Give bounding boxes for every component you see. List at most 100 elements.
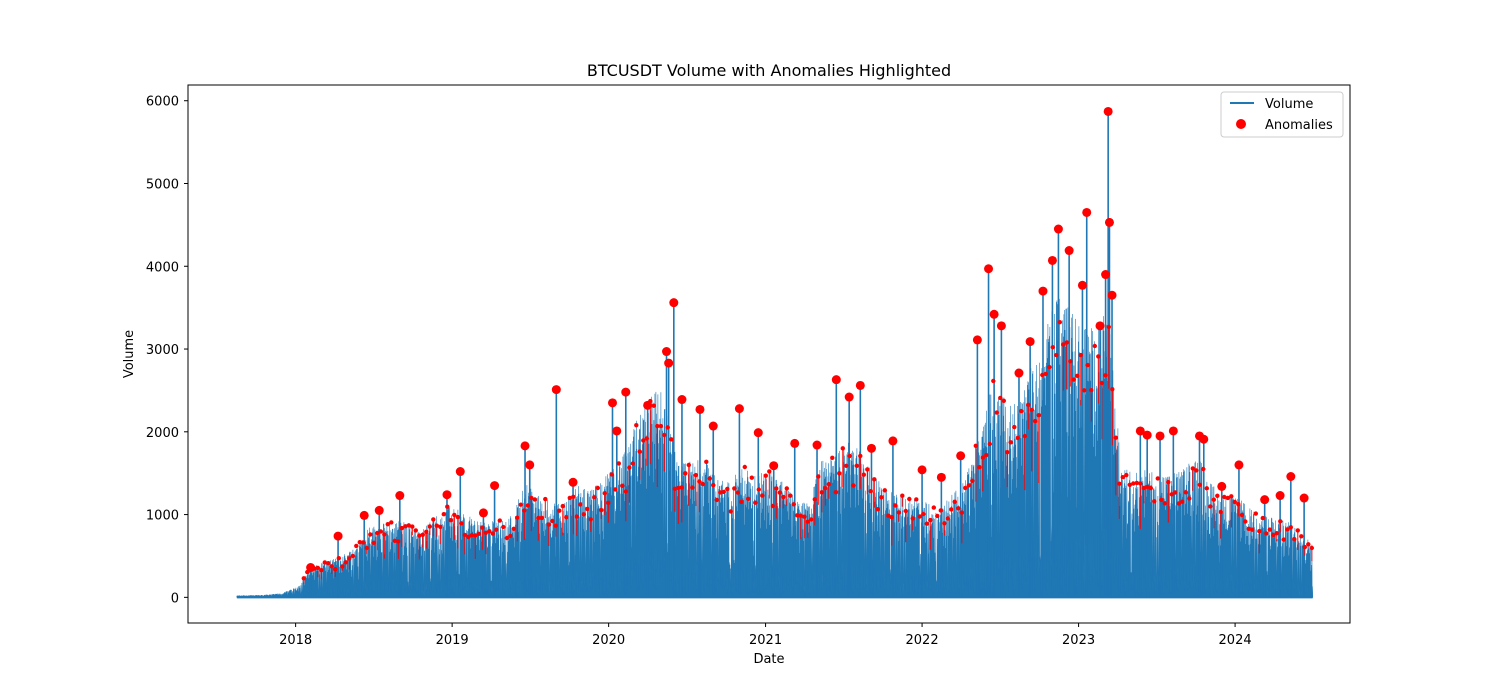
anomaly-edge-point bbox=[595, 485, 600, 491]
x-tick-label: 2019 bbox=[436, 633, 469, 648]
anomaly-edge-point bbox=[795, 513, 800, 518]
anomaly-edge-point bbox=[777, 490, 782, 495]
anomaly-edge-point bbox=[494, 527, 499, 532]
anomaly-edge-point bbox=[1019, 408, 1024, 414]
anomaly-edge-point bbox=[945, 516, 950, 521]
anomaly-edge-point bbox=[441, 512, 446, 517]
anomaly-edge-point bbox=[931, 505, 936, 510]
anomaly-edge-point bbox=[1246, 526, 1252, 531]
y-axis: 0 1000 2000 3000 4000 5000 6000 bbox=[146, 95, 188, 606]
anomaly-edge-point bbox=[1222, 494, 1227, 500]
anomaly-point bbox=[662, 347, 672, 357]
anomaly-point bbox=[888, 436, 898, 446]
anomaly-point bbox=[1199, 434, 1209, 444]
anomaly-point bbox=[753, 428, 763, 438]
anomaly-edge-point bbox=[914, 497, 919, 502]
anomaly-edge-point bbox=[609, 472, 614, 477]
anomaly-edge-point bbox=[1120, 475, 1126, 480]
anomaly-edge-point bbox=[1050, 345, 1056, 350]
anomaly-edge-point bbox=[1029, 407, 1035, 413]
anomaly-edge-point bbox=[879, 495, 884, 500]
anomaly-edge-point bbox=[501, 524, 506, 530]
anomaly-edge-point bbox=[861, 472, 866, 477]
anomaly-edge-point bbox=[557, 508, 562, 513]
x-tick-label: 2018 bbox=[279, 633, 312, 648]
anomaly-edge-point bbox=[963, 485, 968, 491]
anomaly-edge-point bbox=[592, 495, 597, 500]
anomaly-point bbox=[1286, 471, 1296, 481]
y-tick-label: 0 bbox=[171, 591, 179, 606]
legend[interactable]: Volume Anomalies bbox=[1220, 91, 1344, 138]
anomaly-edge-point bbox=[578, 502, 583, 507]
anomaly-edge-point bbox=[550, 518, 555, 524]
anomaly-edge-point bbox=[1159, 497, 1164, 503]
y-axis-label: Volume bbox=[122, 330, 137, 378]
anomaly-edge-point bbox=[361, 540, 366, 545]
anomaly-edge-point bbox=[1190, 466, 1196, 471]
anomaly-point bbox=[1047, 255, 1057, 265]
anomaly-point bbox=[844, 392, 854, 402]
anomaly-edge-point bbox=[518, 502, 523, 507]
anomaly-edge-point bbox=[627, 465, 632, 470]
anomaly-edge-point bbox=[371, 540, 376, 545]
anomaly-point bbox=[1155, 431, 1165, 441]
anomaly-edge-point bbox=[1134, 480, 1140, 486]
anomaly-edge-point bbox=[690, 485, 695, 490]
anomaly-edge-point bbox=[711, 482, 716, 488]
anomaly-edge-point bbox=[560, 503, 565, 509]
anomaly-edge-point bbox=[704, 459, 709, 464]
anomaly-edge-point bbox=[322, 560, 327, 565]
anomaly-edge-point bbox=[567, 495, 572, 501]
anomaly-edge-point bbox=[459, 521, 464, 526]
x-axis: 2018 2019 2020 2021 2022 2023 2024 bbox=[279, 623, 1252, 648]
anomaly-edge-point bbox=[511, 526, 516, 531]
anomaly-point bbox=[769, 461, 779, 471]
anomaly-edge-point bbox=[770, 503, 775, 509]
anomaly-edge-point bbox=[487, 529, 492, 534]
anomaly-edge-point bbox=[700, 481, 705, 487]
anomaly-edge-point bbox=[949, 507, 954, 512]
anomaly-point bbox=[306, 563, 316, 573]
legend-volume-label: Volume bbox=[1265, 97, 1313, 112]
anomaly-edge-point bbox=[613, 487, 618, 492]
anomaly-edge-point bbox=[669, 437, 674, 442]
anomaly-edge-point bbox=[1218, 509, 1224, 515]
anomaly-edge-point bbox=[718, 490, 723, 495]
anomaly-point bbox=[1077, 280, 1087, 290]
anomaly-edge-point bbox=[543, 496, 548, 502]
anomaly-edge-point bbox=[676, 485, 681, 491]
anomaly-edge-point bbox=[326, 561, 331, 566]
anomaly-edge-point bbox=[585, 506, 590, 512]
anomaly-point bbox=[664, 358, 674, 368]
anomaly-edge-point bbox=[1033, 418, 1038, 424]
anomaly-edge-point bbox=[508, 533, 513, 539]
anomaly-edge-point bbox=[1288, 525, 1294, 530]
anomaly-edge-point bbox=[924, 521, 929, 526]
y-tick-label: 1000 bbox=[146, 509, 179, 524]
anomaly-edge-point bbox=[1064, 340, 1070, 345]
anomaly-edge-point bbox=[1183, 490, 1189, 495]
anomaly-point bbox=[855, 380, 865, 390]
anomaly-edge-point bbox=[1082, 388, 1087, 393]
anomaly-edge-point bbox=[1173, 490, 1178, 495]
x-tick-label: 2021 bbox=[749, 633, 782, 648]
anomaly-layer bbox=[301, 106, 1315, 584]
series-layer bbox=[236, 111, 1314, 599]
anomaly-point bbox=[643, 400, 653, 410]
anomaly-edge-point bbox=[476, 531, 481, 536]
plot-area bbox=[187, 84, 1351, 624]
anomaly-edge-point bbox=[784, 486, 789, 491]
anomaly-edge-point bbox=[735, 490, 740, 495]
anomaly-edge-point bbox=[1243, 519, 1248, 524]
anomaly-edge-point bbox=[1155, 476, 1161, 481]
anomaly-edge-point bbox=[637, 449, 642, 454]
anomaly-edge-point bbox=[1075, 373, 1080, 378]
anomaly-edge-point bbox=[1092, 343, 1098, 349]
anomaly-edge-point bbox=[1281, 537, 1287, 542]
anomaly-edge-markers bbox=[301, 320, 1315, 584]
anomaly-edge-point bbox=[987, 441, 992, 447]
anomaly-edge-point bbox=[658, 423, 663, 429]
anomaly-edge-point bbox=[875, 507, 880, 512]
anomaly-edge-point bbox=[952, 499, 957, 504]
anomaly-edge-point bbox=[991, 378, 996, 384]
